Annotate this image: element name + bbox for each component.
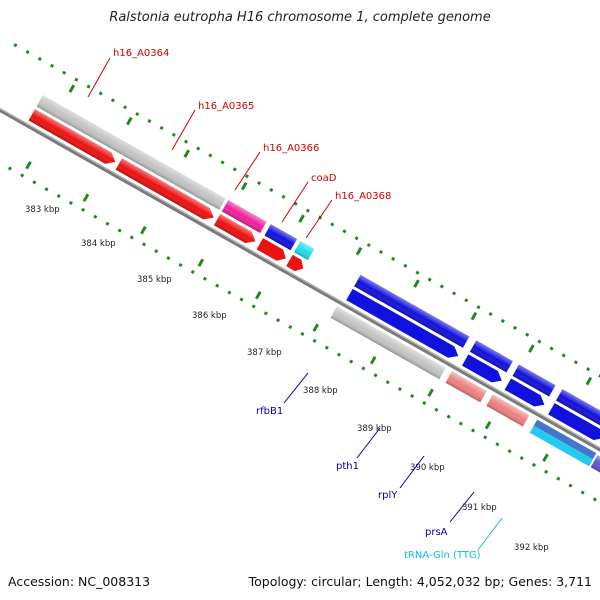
tick-384: 384 kbp	[81, 239, 116, 249]
tick-392: 392 kbp	[514, 543, 549, 553]
tick-390: 390 kbp	[410, 463, 445, 473]
outer-major-ticks	[68, 84, 593, 386]
cds-blue-4[interactable]	[548, 403, 600, 444]
label-h16-A0364[interactable]: h16_A0364	[113, 48, 169, 59]
tick-386: 386 kbp	[192, 311, 227, 321]
summary-text: Topology: circular; Length: 4,052,032 bp…	[248, 574, 592, 589]
inner-dotted-line	[0, 138, 600, 526]
label-prsA[interactable]: prsA	[425, 527, 448, 538]
backbone-line	[0, 93, 600, 486]
label-trna-gln[interactable]: tRNA-Gln (TTG)	[404, 550, 481, 561]
trna-leader-line	[477, 517, 503, 551]
tick-383: 383 kbp	[25, 205, 60, 215]
lower-leader-lines	[283, 372, 475, 523]
tick-391: 391 kbp	[462, 503, 497, 513]
tick-385: 385 kbp	[137, 275, 172, 285]
tick-387: 387 kbp	[247, 348, 282, 358]
inner-major-ticks	[25, 160, 600, 495]
label-pth1[interactable]: pth1	[336, 461, 359, 472]
cds-blue-2[interactable]	[462, 354, 505, 386]
label-h16-A0366[interactable]: h16_A0366	[263, 143, 319, 154]
cds-h16-A0368[interactable]	[286, 254, 306, 274]
label-rplY[interactable]: rplY	[378, 490, 398, 501]
tick-389: 389 kbp	[357, 424, 392, 434]
map-title: Ralstonia eutropha H16 chromosome 1, com…	[109, 10, 491, 25]
label-coaD[interactable]: coaD	[311, 173, 337, 184]
accession-text: Accession: NC_008313	[8, 574, 151, 589]
gene-prsA[interactable]	[529, 425, 593, 467]
tick-388: 388 kbp	[303, 386, 338, 396]
label-h16-A0368[interactable]: h16_A0368	[335, 191, 391, 202]
cds-blue-3[interactable]	[504, 378, 548, 410]
gene-prsA-strip[interactable]	[533, 419, 597, 460]
cds-blue-long[interactable]	[346, 288, 461, 362]
label-h16-A0365[interactable]: h16_A0365	[198, 101, 254, 112]
cds-coaD[interactable]	[256, 238, 290, 264]
track-group	[0, 43, 600, 526]
label-rfbB1[interactable]: rfbB1	[256, 406, 283, 417]
upper-leader-lines	[87, 57, 333, 239]
